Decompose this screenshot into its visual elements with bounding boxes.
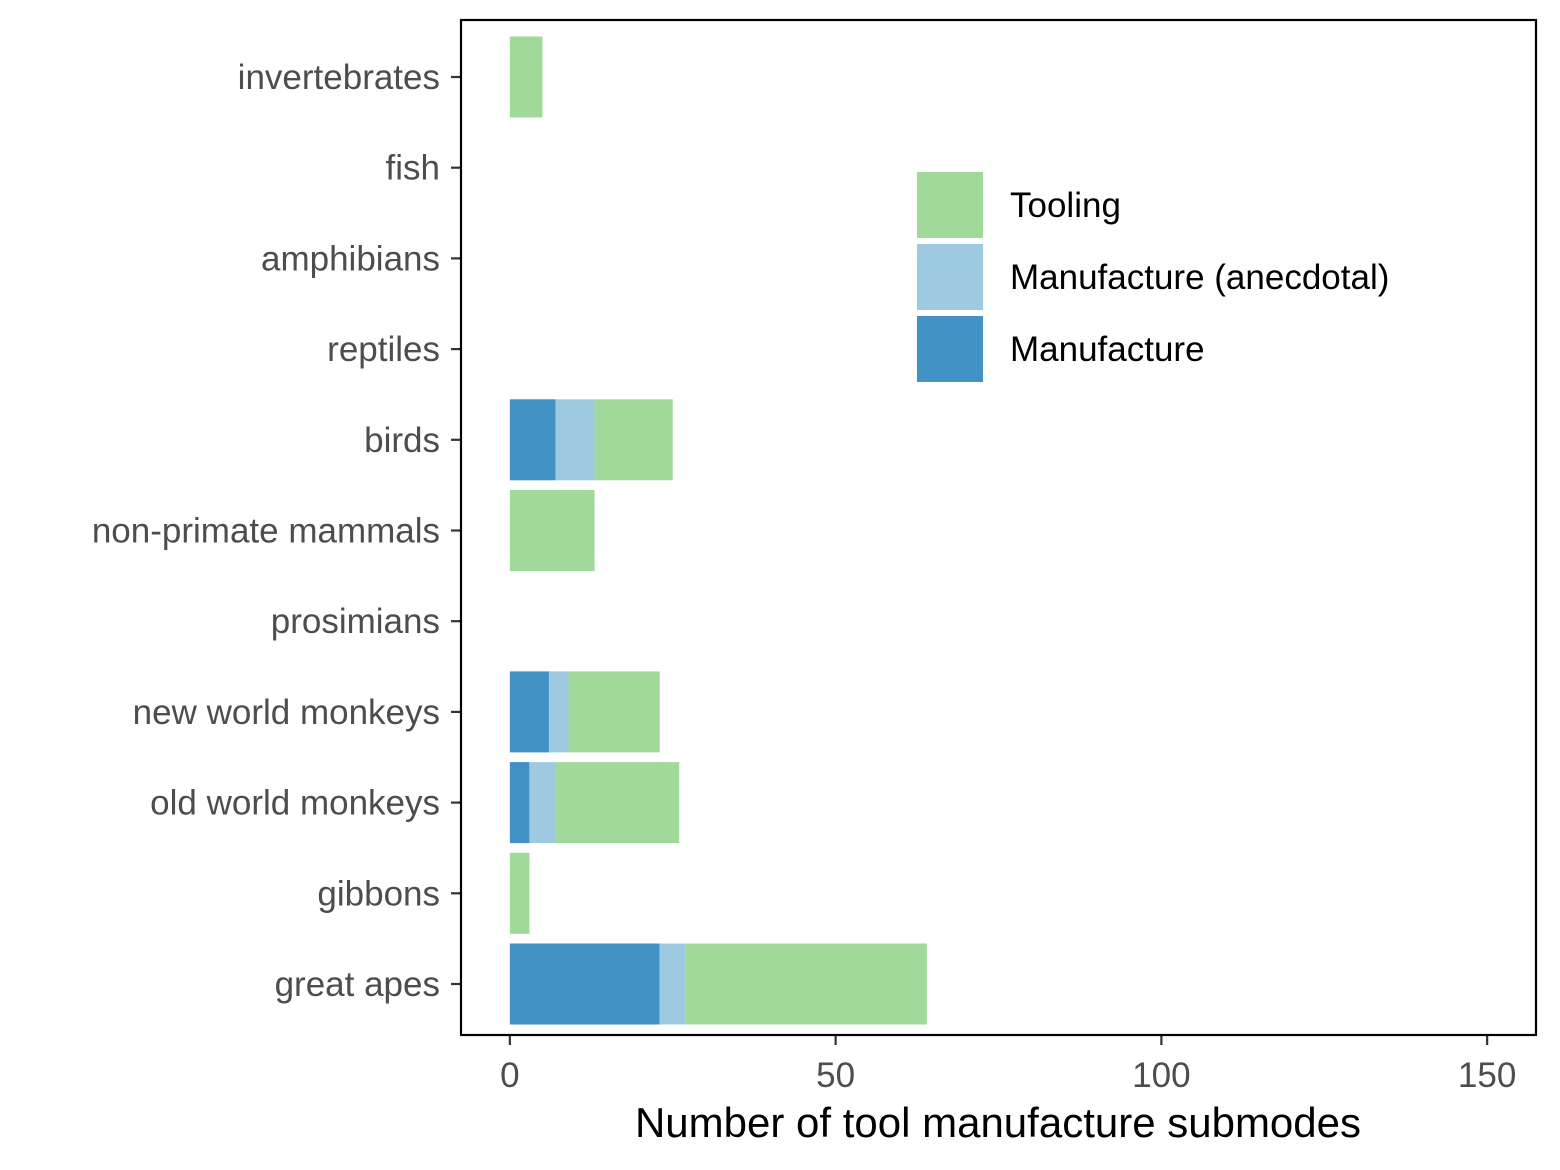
bar-tooling bbox=[594, 399, 673, 481]
bar-manufacture-anecdotal bbox=[529, 762, 556, 844]
y-tick-label: prosimians bbox=[271, 602, 440, 641]
bar-tooling bbox=[555, 762, 680, 844]
legend: Tooling Manufacture (anecdotal) Manufactur… bbox=[917, 172, 1389, 382]
y-tick-label: great apes bbox=[275, 965, 440, 1004]
bars-layer bbox=[509, 36, 927, 1025]
y-tick-label: amphibians bbox=[261, 239, 440, 278]
y-tick-label: non-primate mammals bbox=[92, 512, 440, 551]
bar-manufacture bbox=[509, 762, 530, 844]
bar-tooling bbox=[685, 943, 927, 1025]
bar-manufacture bbox=[509, 671, 549, 753]
x-tick-label: 100 bbox=[1132, 1056, 1190, 1095]
bar-manufacture bbox=[509, 399, 556, 481]
y-tick-label: fish bbox=[386, 149, 440, 188]
x-tick-label: 50 bbox=[816, 1056, 855, 1095]
y-tick-label: invertebrates bbox=[238, 58, 440, 97]
bar-manufacture-anecdotal bbox=[659, 943, 686, 1025]
x-tick-label: 150 bbox=[1458, 1056, 1516, 1095]
legend-key bbox=[917, 244, 983, 310]
y-tick-label: gibbons bbox=[317, 874, 440, 913]
x-axis-title: Number of tool manufacture submodes bbox=[635, 1099, 1361, 1146]
y-tick-label: old world monkeys bbox=[150, 784, 440, 823]
bar-manufacture bbox=[509, 943, 660, 1025]
x-tick-label: 0 bbox=[500, 1056, 519, 1095]
legend-key bbox=[917, 316, 983, 382]
bar-tooling bbox=[509, 490, 595, 571]
bar-tooling bbox=[568, 671, 660, 753]
legend-label: Tooling bbox=[1010, 186, 1121, 225]
bar-manufacture-anecdotal bbox=[548, 671, 569, 753]
legend-label: Manufacture bbox=[1010, 330, 1205, 369]
x-axis: 0 50 100 150 bbox=[500, 1035, 1516, 1095]
y-axis: invertebrates fish amphibians reptiles birds… bbox=[92, 58, 461, 1004]
legend-label: Manufacture (anecdotal) bbox=[1010, 258, 1389, 297]
plot-panel-border bbox=[459, 18, 1538, 1037]
bar-manufacture-anecdotal bbox=[555, 399, 595, 481]
y-tick-label: new world monkeys bbox=[133, 693, 440, 732]
y-tick-label: reptiles bbox=[327, 330, 440, 369]
legend-key bbox=[917, 172, 983, 238]
bar-tooling bbox=[509, 852, 530, 934]
bar-tooling bbox=[509, 36, 543, 118]
y-tick-label: birds bbox=[364, 421, 440, 460]
